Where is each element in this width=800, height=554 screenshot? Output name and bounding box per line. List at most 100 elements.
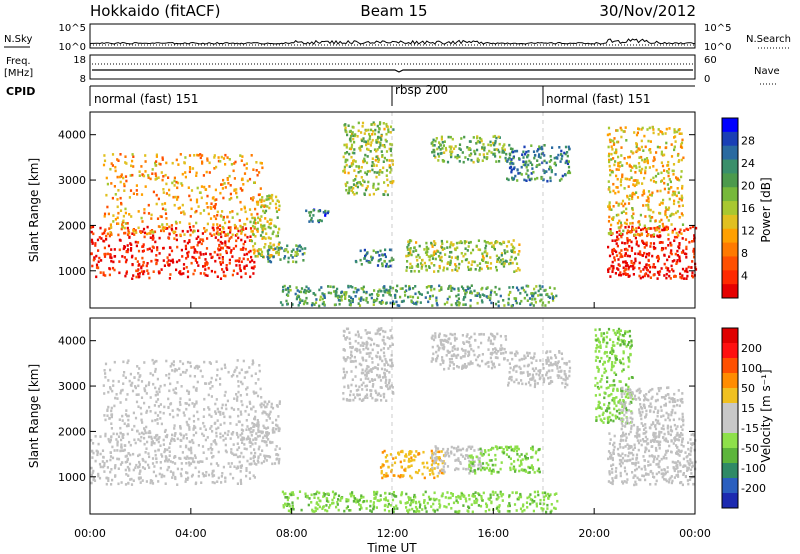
- data-cell: [220, 155, 223, 159]
- data-cell: [381, 144, 384, 147]
- data-cell: [608, 203, 611, 207]
- data-cell: [627, 185, 630, 188]
- data-cell: [476, 294, 479, 297]
- data-cell: [681, 267, 685, 271]
- data-cell: [113, 466, 117, 470]
- data-cell: [249, 445, 252, 448]
- data-cell: [656, 226, 659, 229]
- data-cell: [245, 405, 249, 409]
- data-cell: [353, 355, 356, 359]
- data-cell: [152, 470, 155, 474]
- data-cell: [622, 272, 625, 276]
- data-cell: [357, 166, 361, 170]
- data-cell: [114, 193, 117, 196]
- data-cell: [122, 219, 125, 223]
- data-cell: [492, 363, 495, 367]
- data-cell: [206, 436, 209, 439]
- data-cell: [286, 286, 290, 290]
- data-cell: [508, 262, 511, 266]
- data-cell: [204, 382, 207, 385]
- data-cell: [146, 269, 149, 272]
- data-cell: [152, 234, 155, 237]
- data-cell: [242, 257, 245, 261]
- data-cell: [386, 184, 390, 187]
- data-cell: [366, 142, 369, 145]
- data-cell: [370, 338, 373, 342]
- data-cell: [120, 175, 123, 178]
- data-cell: [228, 237, 231, 240]
- data-cell: [440, 259, 443, 263]
- data-cell: [641, 182, 644, 185]
- data-cell: [556, 367, 559, 370]
- data-cell: [296, 289, 299, 292]
- data-cell: [107, 379, 110, 382]
- data-cell: [634, 257, 637, 261]
- data-cell: [476, 355, 479, 359]
- data-cell: [484, 261, 487, 264]
- data-cell: [222, 215, 225, 219]
- data-cell: [138, 432, 141, 436]
- data-cell: [116, 158, 119, 161]
- data-cell: [608, 187, 611, 191]
- data-cell: [168, 446, 171, 449]
- data-cell: [276, 216, 279, 219]
- data-cell: [105, 482, 108, 486]
- data-cell: [639, 270, 642, 273]
- data-cell: [378, 375, 381, 379]
- data-cell: [109, 231, 112, 234]
- data-cell: [155, 177, 158, 180]
- data-cell: [205, 457, 208, 460]
- power-data-region-4: [305, 208, 330, 224]
- data-cell: [179, 397, 182, 400]
- data-cell: [242, 359, 245, 363]
- data-cell: [685, 227, 688, 231]
- data-cell: [202, 434, 205, 437]
- data-cell: [543, 144, 546, 147]
- data-cell: [484, 362, 487, 366]
- data-cell: [489, 448, 493, 451]
- data-cell: [483, 294, 486, 297]
- data-cell: [647, 259, 650, 263]
- data-cell: [424, 296, 427, 299]
- data-cell: [667, 238, 670, 241]
- data-cell: [343, 358, 346, 361]
- power-data-region-2: [248, 193, 281, 260]
- data-cell: [465, 289, 468, 292]
- data-cell: [111, 478, 114, 482]
- data-cell: [675, 130, 679, 134]
- data-cell: [620, 235, 623, 239]
- data-cell: [267, 257, 270, 261]
- data-cell: [157, 405, 160, 408]
- data-cell: [362, 179, 365, 182]
- data-cell: [260, 199, 263, 202]
- data-cell: [354, 160, 357, 163]
- data-cell: [667, 244, 670, 247]
- noise-panel: N.Sky 10^5 10^0 N.Search 10^5 10^0: [4, 23, 791, 53]
- data-cell: [376, 250, 379, 254]
- data-cell: [182, 272, 185, 275]
- data-cell: [465, 240, 468, 244]
- data-cell: [118, 248, 121, 252]
- data-cell: [430, 241, 433, 245]
- data-cell: [528, 159, 531, 163]
- data-cell: [96, 451, 99, 454]
- data-cell: [537, 467, 541, 471]
- data-cell: [646, 159, 649, 162]
- data-cell: [454, 302, 458, 305]
- data-cell: [137, 210, 140, 213]
- data-cell: [476, 136, 479, 140]
- data-cell: [236, 195, 239, 199]
- data-cell: [499, 467, 502, 471]
- data-cell: [635, 191, 638, 194]
- data-cell: [145, 409, 149, 413]
- data-cell: [406, 260, 409, 263]
- data-cell: [124, 161, 127, 164]
- data-cell: [359, 299, 362, 302]
- data-cell: [109, 470, 112, 474]
- data-cell: [491, 351, 494, 355]
- data-cell: [608, 205, 611, 209]
- data-cell: [132, 229, 135, 232]
- data-cell: [224, 431, 227, 435]
- data-cell: [433, 154, 436, 157]
